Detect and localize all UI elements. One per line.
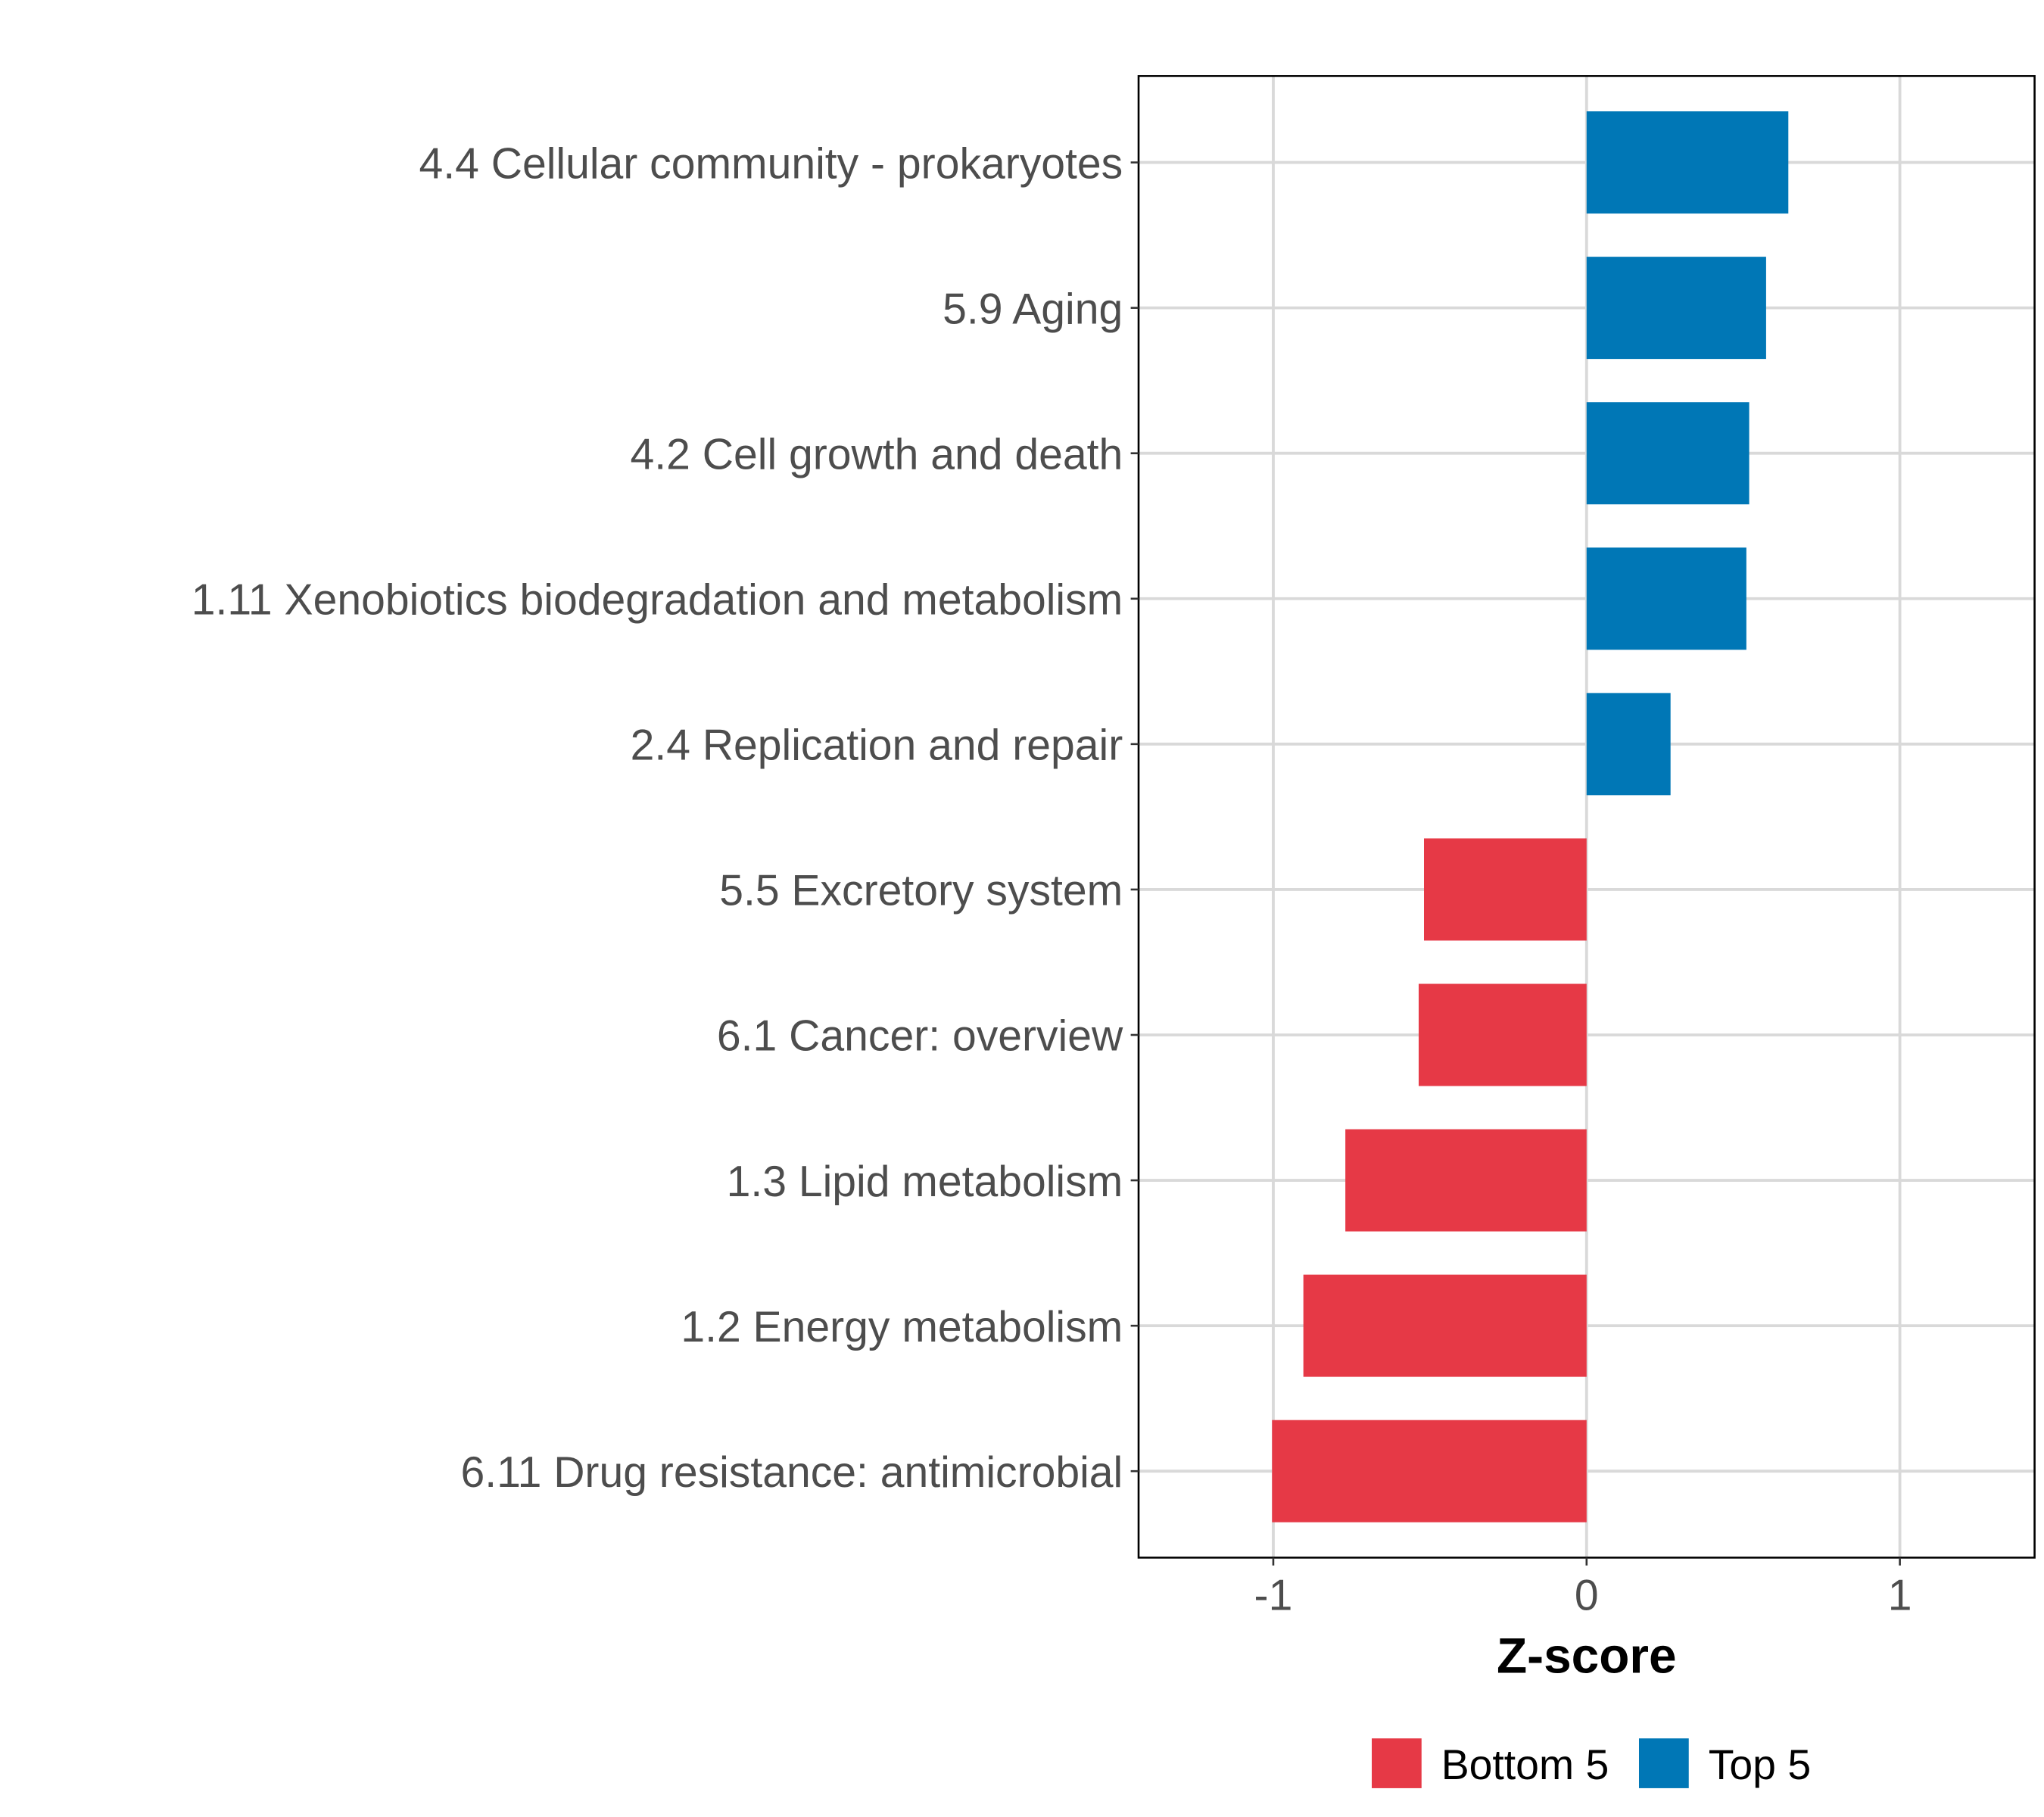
y-tick-label: 1.11 Xenobiotics biodegradation and meta… [192, 576, 1123, 625]
x-tick-label: 1 [1888, 1572, 1912, 1620]
legend-label: Bottom 5 [1441, 1741, 1609, 1788]
legend-swatch [1638, 1738, 1689, 1788]
bar [1586, 257, 1766, 360]
bar [1303, 1274, 1587, 1377]
y-tick-label: 6.1 Cancer: overview [717, 1012, 1123, 1061]
x-tick-label: 0 [1575, 1572, 1599, 1620]
bar [1418, 983, 1587, 1086]
legend-swatch [1372, 1738, 1422, 1788]
bar [1586, 111, 1789, 214]
bar [1345, 1129, 1587, 1232]
bar [1424, 838, 1587, 941]
x-axis-title: Z-score [1497, 1628, 1677, 1684]
bar [1586, 402, 1750, 505]
y-tick-label: 5.5 Excretory system [719, 867, 1123, 915]
y-tick-label: 2.4 Replication and repair [631, 722, 1123, 770]
bar [1272, 1420, 1587, 1522]
legend: Bottom 5 Top 5 [1372, 1738, 1811, 1788]
y-tick-label: 1.2 Energy metabolism [681, 1303, 1123, 1351]
y-tick-label: 4.2 Cell growth and death [631, 430, 1123, 478]
y-tick-label: 1.3 Lipid metabolism [727, 1158, 1123, 1206]
bar [1586, 693, 1671, 796]
y-tick-label: 5.9 Aging [943, 285, 1123, 333]
x-tick-label: -1 [1254, 1572, 1293, 1620]
legend-label: Top 5 [1709, 1741, 1811, 1788]
bar [1586, 547, 1746, 650]
y-tick-label: 4.4 Cellular community - prokaryotes [419, 139, 1123, 188]
bars [1272, 111, 1789, 1522]
y-axis: 4.4 Cellular community - prokaryotes 5.9 … [192, 139, 1139, 1497]
x-axis: -1 0 1 [1254, 1557, 1912, 1620]
y-tick-label: 6.11 Drug resistance: antimicrobial [460, 1448, 1123, 1497]
